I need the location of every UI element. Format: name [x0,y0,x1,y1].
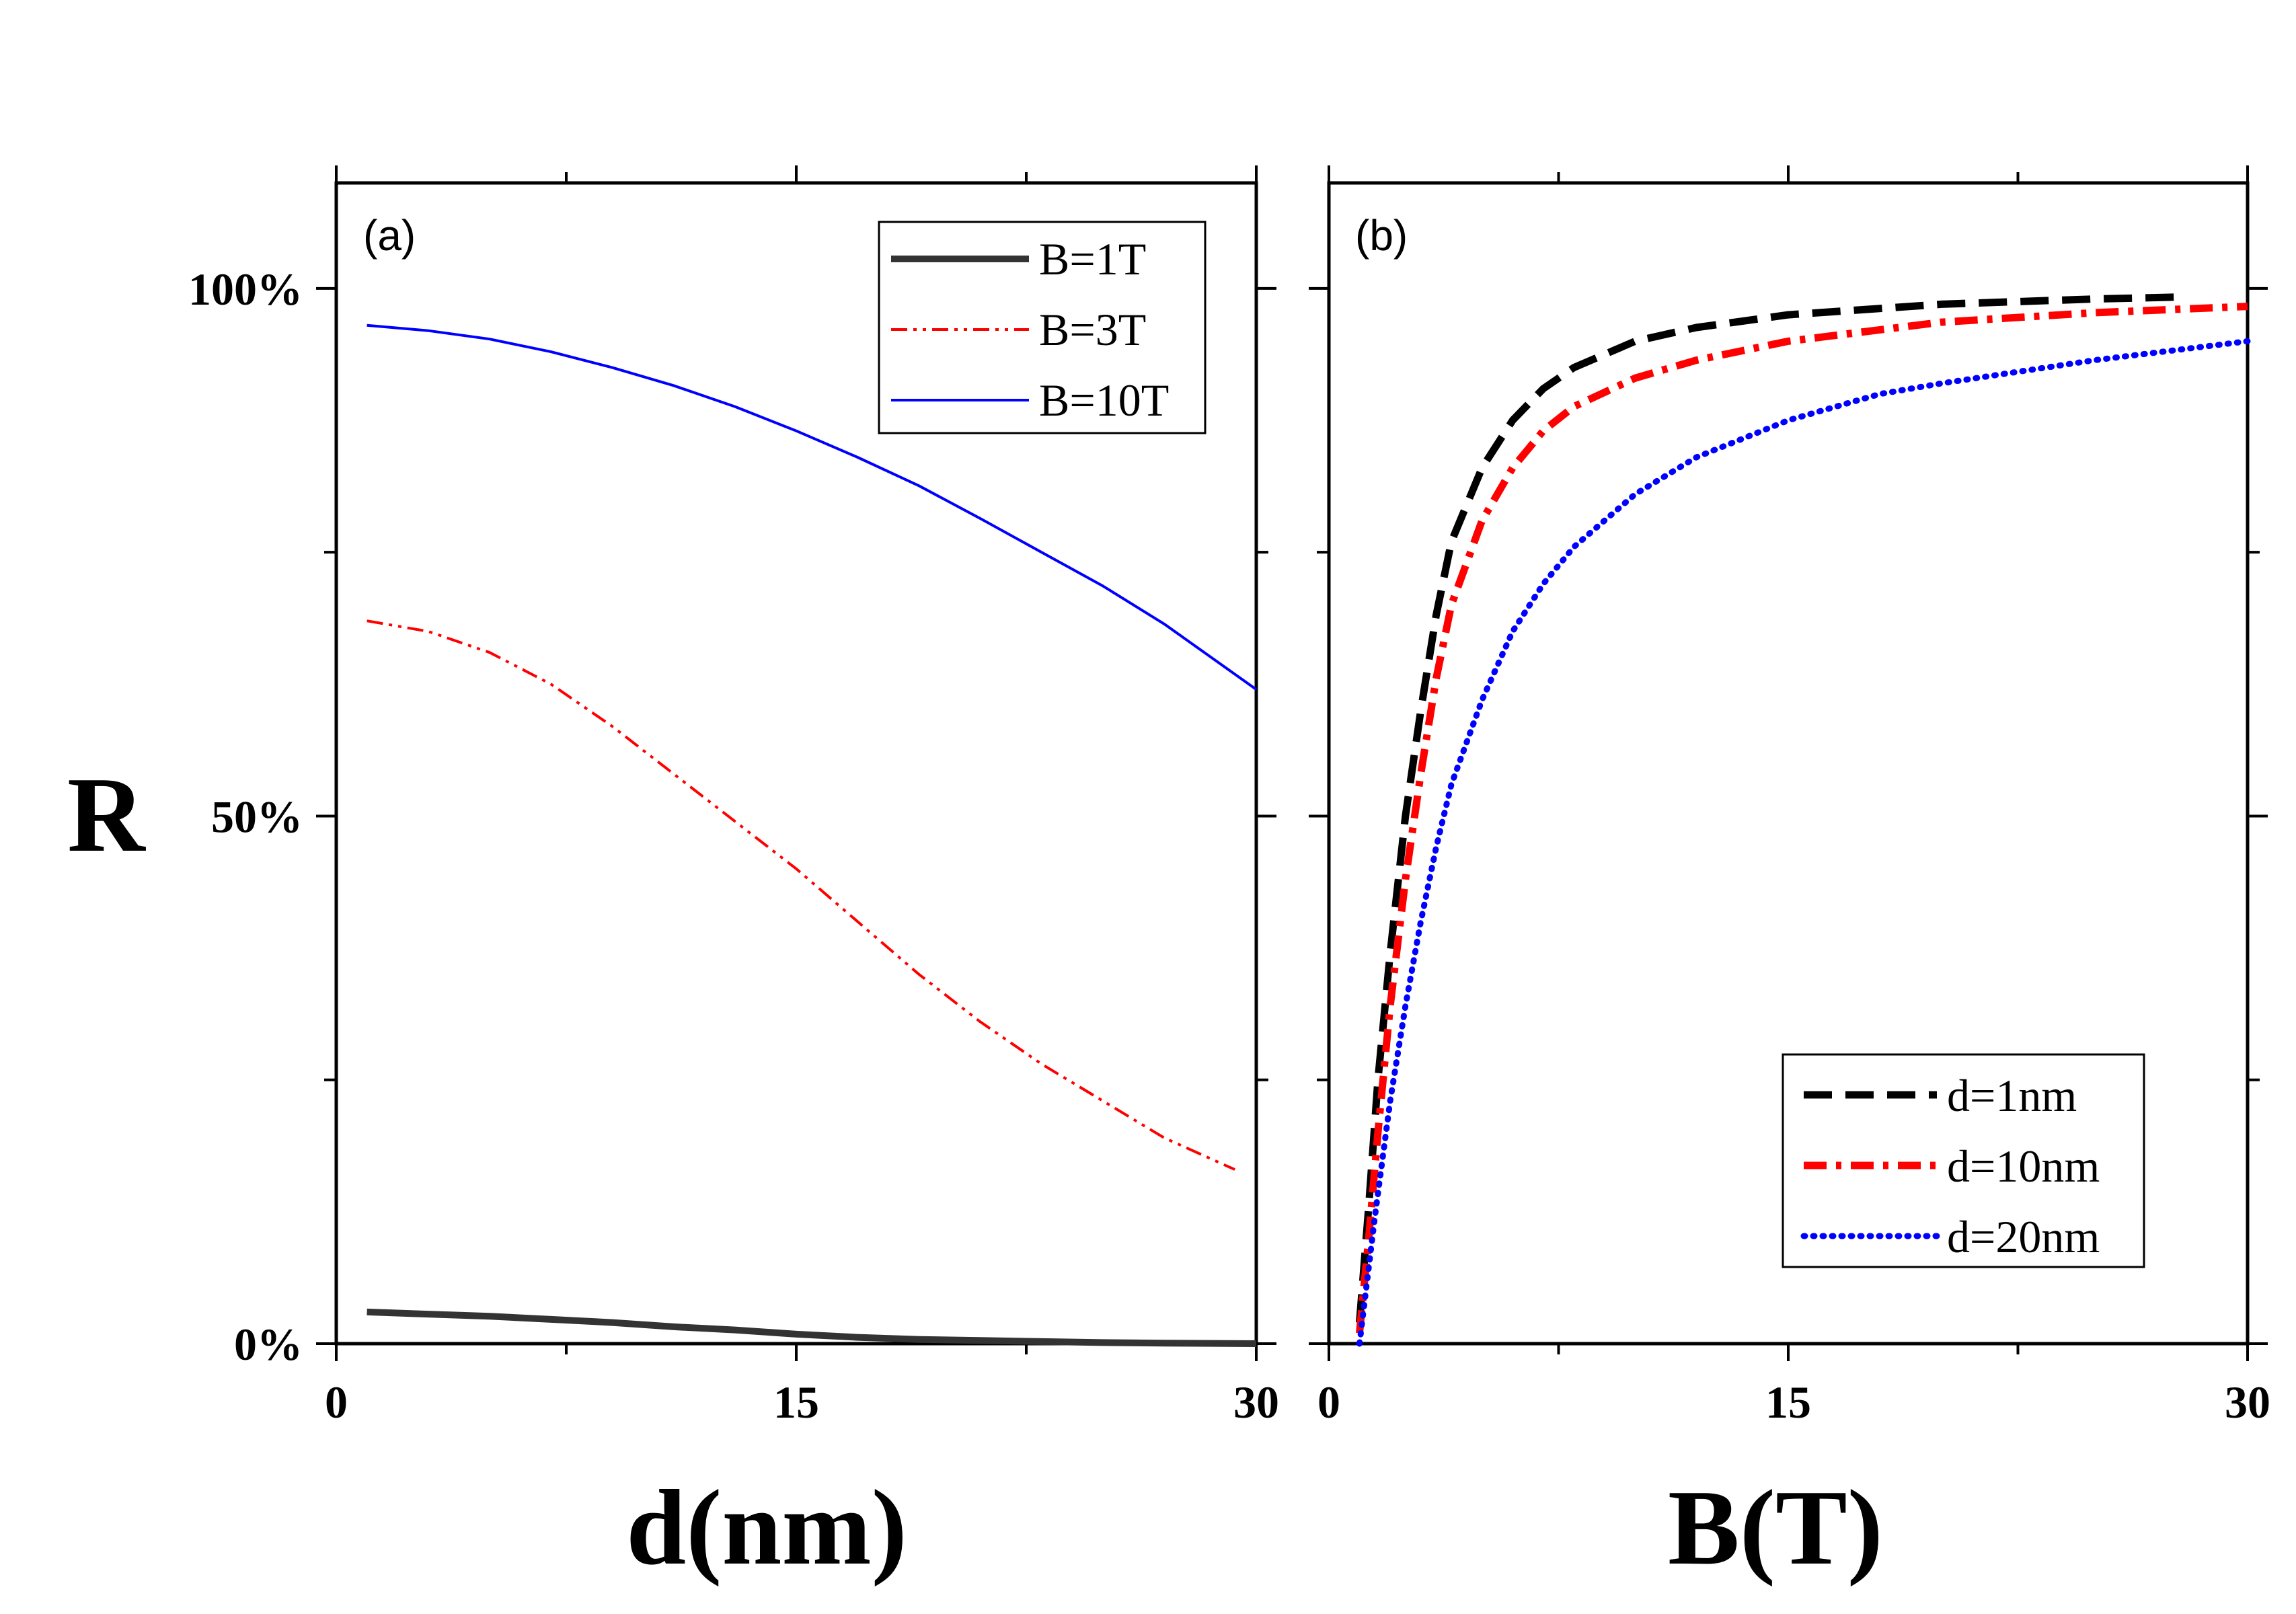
panel-a-label: (a) [363,211,416,260]
panel-a-ticks: 0 15 30 0% 50% 100% [188,165,1279,1428]
panel-a-x-tick-label: 15 [773,1377,819,1428]
panel-b-label: (b) [1355,211,1408,260]
panel-b-legend: d=1nm d=10nm d=20nm [1782,1053,2145,1268]
panel-a-y-tick-label: 100% [188,264,303,315]
panel-a-x-axis-title: d(nm) [626,1467,907,1587]
panel-a-legend-label-b1t: B=1T [1039,233,1146,284]
panel-b: (b) B(T) 0 15 30 d=1nm d=10nm d=20nm [1309,165,2270,1587]
panel-a-series-b10t [367,323,1258,691]
panel-b-series-d20nm [1356,338,2251,1347]
panel-b-legend-label-d20nm: d=20nm [1947,1211,2100,1262]
panel-a-series [367,323,1258,1347]
panel-a-y-tick-label: 0% [234,1319,303,1370]
panel-b-series [1356,293,2251,1347]
panel-a-x-tick-label: 0 [325,1377,348,1428]
panel-b-legend-label-d1nm: d=1nm [1947,1070,2077,1121]
panel-b-x-tick-label: 0 [1317,1377,1340,1428]
panel-b-ticks: 0 15 30 [1309,165,2270,1428]
panel-b-x-tick-label: 30 [2225,1377,2270,1428]
panel-a-x-tick-label: 30 [1233,1377,1279,1428]
panel-b-x-tick-label: 15 [1765,1377,1811,1428]
panel-a-legend: B=1T B=3T B=10T [878,221,1207,434]
panel-a-series-b1t [367,1308,1257,1347]
y-axis-title: R [67,755,146,874]
panel-b-x-axis-title: B(T) [1668,1467,1883,1587]
panel-b-legend-box [1782,1053,2145,1268]
panel-b-legend-label-d10nm: d=10nm [1947,1141,2100,1192]
panel-a-series-b3t [367,619,1235,1171]
panel-a-legend-label-b10t: B=10T [1039,375,1169,426]
panel-a: (a) d(nm) 0 15 30 0% 50% 100% B=1T B=3T B=10T [188,165,1279,1587]
panel-a-y-tick-label: 50% [211,791,303,842]
panel-b-series-d10nm [1356,303,2248,1334]
panel-a-legend-label-b3t: B=3T [1039,304,1146,355]
panel-b-series-d1nm [1356,293,2187,1323]
